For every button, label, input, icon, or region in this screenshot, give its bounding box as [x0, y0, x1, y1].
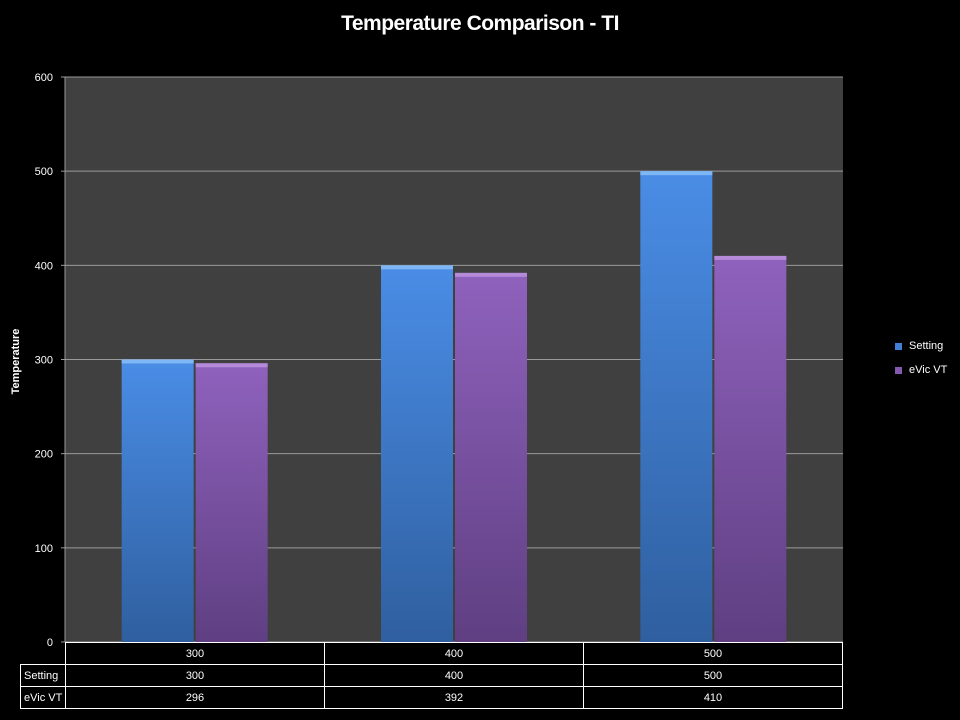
y-tick-label: 600	[35, 72, 53, 84]
data-table-cell: 392	[324, 686, 584, 709]
y-tick-label: 200	[35, 449, 53, 461]
data-table-cell: 400	[324, 664, 584, 687]
legend-item-evic-vt: eVic VT	[895, 364, 947, 376]
data-table-row-evic-vt: eVic VT 296 392 410	[20, 686, 843, 709]
y-tick-label: 400	[35, 260, 53, 272]
data-table-category: 500	[583, 642, 843, 665]
y-tick-label: 100	[35, 543, 53, 555]
data-table: 300 400 500 Setting 300 400 500 eVic VT …	[20, 642, 843, 709]
bar-top-setting-400	[381, 265, 453, 270]
bar-top-evic-vt-500	[714, 255, 787, 260]
data-table-cell: 296	[65, 686, 325, 709]
data-table-series-label: eVic VT	[20, 686, 66, 709]
bar-top-evic-vt-400	[455, 272, 527, 277]
data-table-category: 400	[324, 642, 584, 665]
data-table-corner	[21, 643, 66, 665]
legend-label-evic-vt: eVic VT	[909, 364, 948, 376]
bar-setting-500	[640, 171, 713, 642]
bar-top-evic-vt-300	[195, 363, 268, 368]
bar-evic-vt-400	[455, 272, 527, 642]
data-table-cell: 300	[65, 664, 325, 687]
legend-swatch-evic-vt	[895, 366, 902, 374]
legend-swatch-setting	[895, 342, 902, 350]
y-tick-label: 300	[35, 355, 53, 367]
data-table-cell: 500	[583, 664, 843, 687]
legend: Setting eVic VT	[895, 340, 947, 388]
bar-evic-vt-500	[714, 255, 787, 642]
bar-setting-400	[381, 265, 453, 642]
bar-setting-300	[121, 359, 194, 642]
legend-item-setting: Setting	[895, 340, 947, 352]
data-table-cell: 410	[583, 686, 843, 709]
data-table-series-label: Setting	[20, 664, 66, 687]
y-tick-label: 500	[35, 166, 53, 178]
chart-title: Temperature Comparison - TI	[341, 12, 619, 35]
bar-top-setting-300	[121, 359, 194, 364]
bar-evic-vt-300	[195, 363, 268, 642]
bar-top-setting-500	[640, 171, 713, 176]
y-tick-label: 0	[47, 637, 53, 649]
data-table-row-setting: Setting 300 400 500	[20, 664, 843, 687]
data-table-category: 300	[65, 642, 325, 665]
y-axis-title: Temperature	[10, 329, 22, 395]
legend-label-setting: Setting	[909, 340, 944, 352]
data-table-header-row: 300 400 500	[21, 642, 843, 665]
